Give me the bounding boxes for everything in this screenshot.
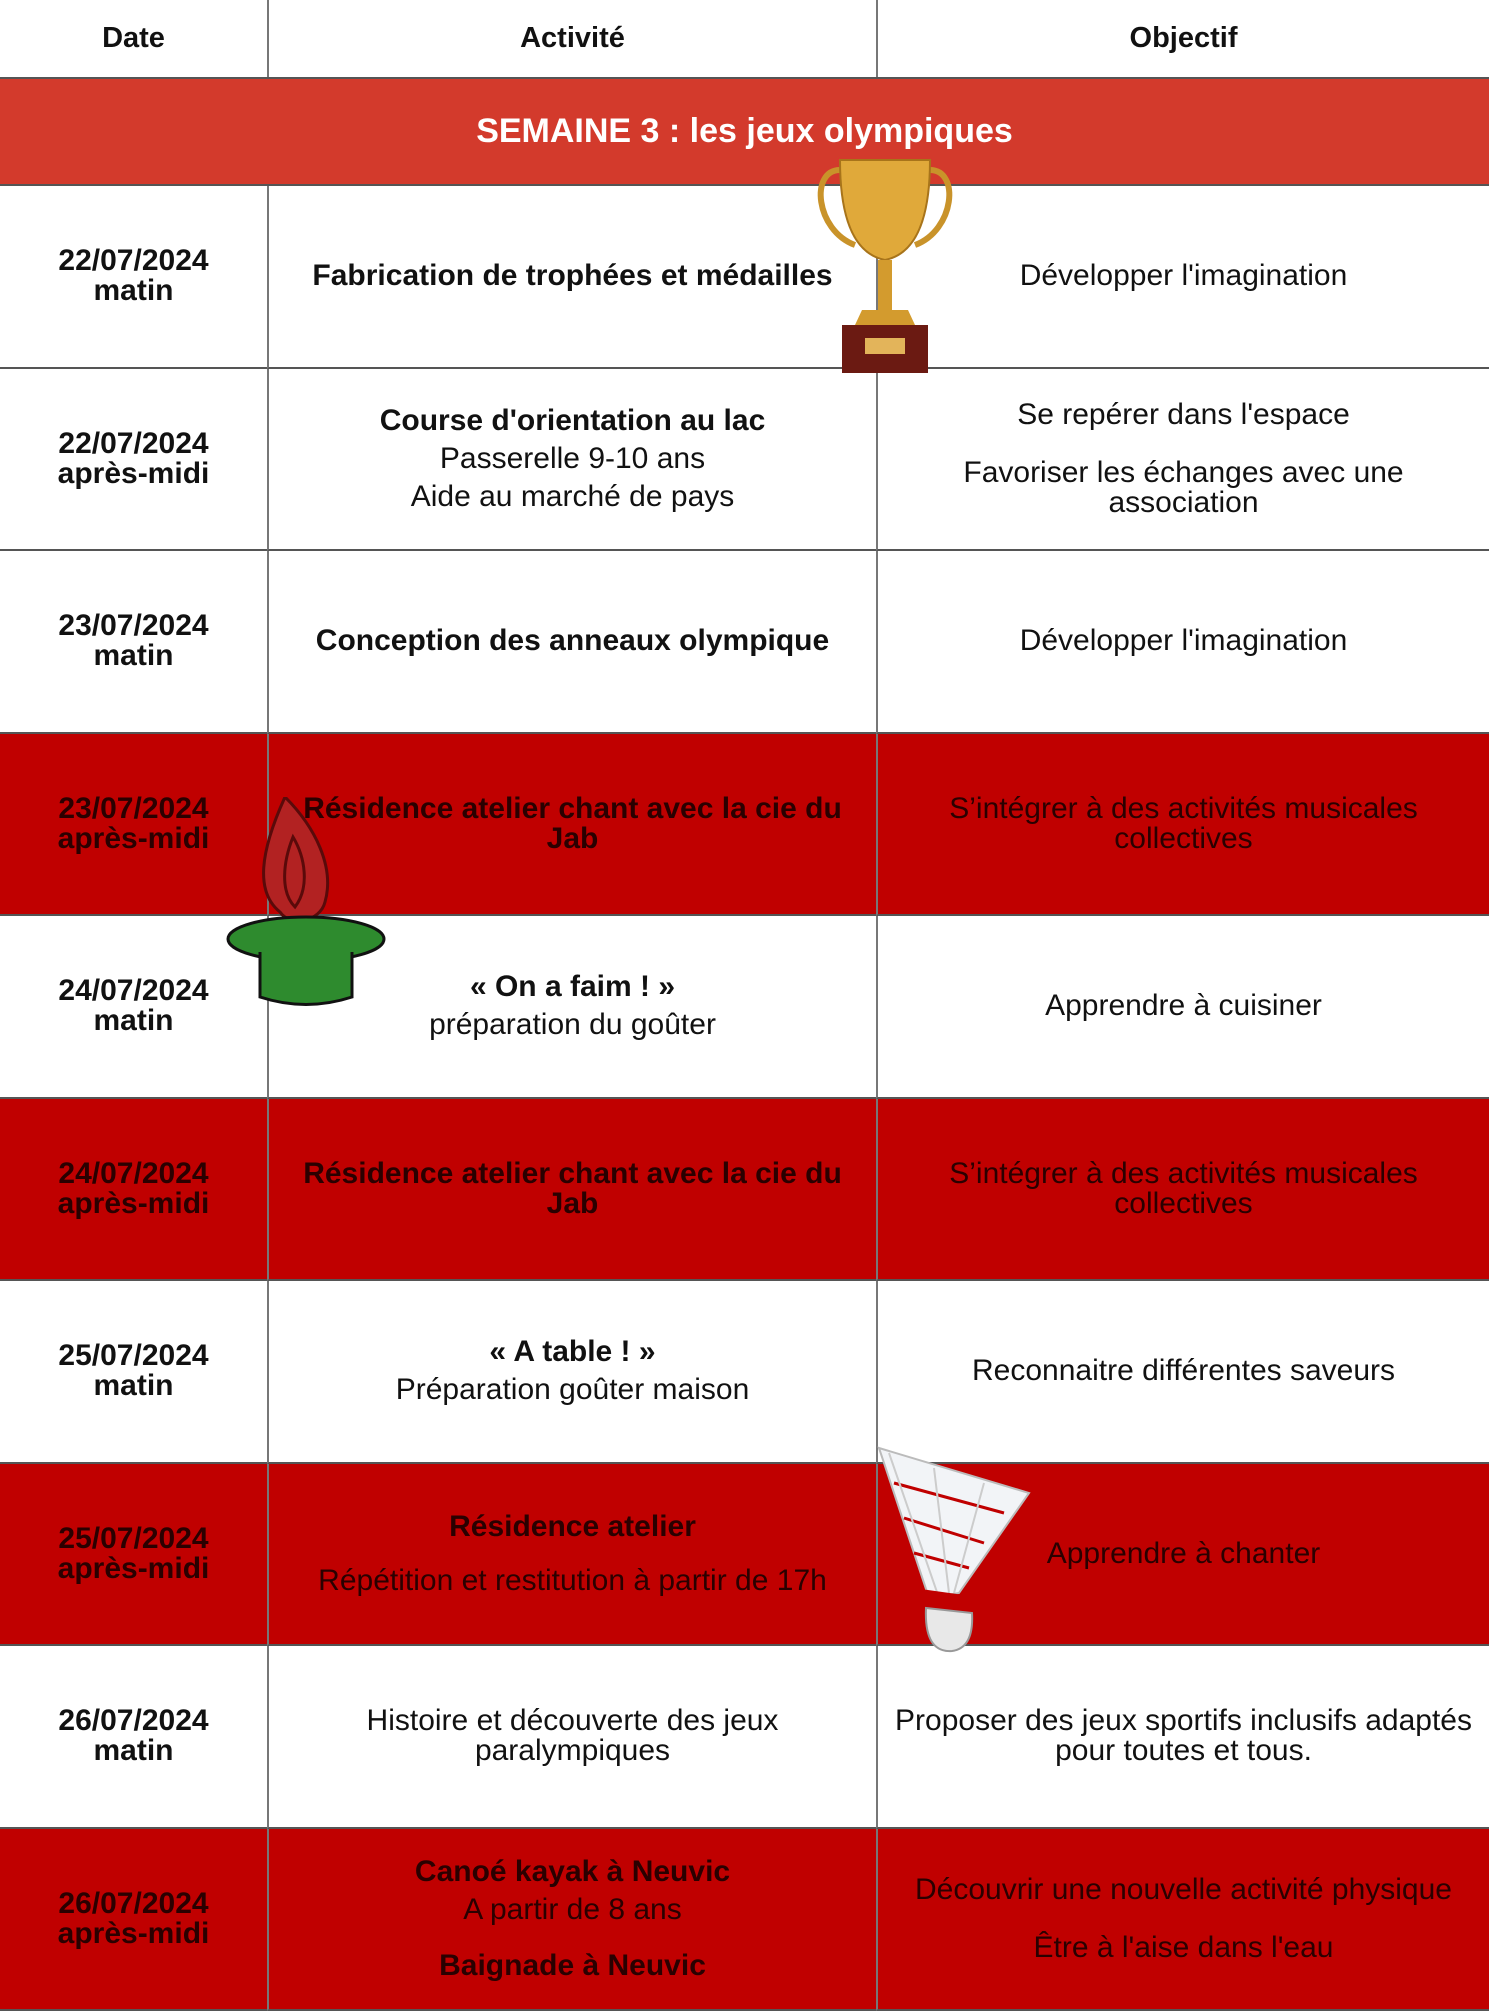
period: matin: [93, 274, 174, 308]
activity-cell: Course d'orientation au lac Passerelle 9-…: [267, 368, 876, 551]
date-cell: 26/07/2024 après-midi: [0, 1828, 267, 2011]
period: après-midi: [57, 1186, 210, 1220]
date-cell: 24/07/2024 matin: [0, 916, 267, 1099]
activity-line: Résidence atelier chant avec la cie du J…: [303, 791, 842, 855]
objective: Découvrir une nouvelle activité physique: [915, 1872, 1452, 1906]
objective-cell: S’intégrer à des activités musicales col…: [876, 733, 1489, 916]
activity-line: Canoé kayak à Neuvic: [414, 1854, 731, 1888]
date-cell: 23/07/2024 après-midi: [0, 733, 267, 916]
column-header: Activité: [267, 0, 876, 77]
objective-cell: Développer l'imagination: [876, 186, 1489, 369]
activity-line: Histoire et découverte des jeux paralymp…: [366, 1704, 779, 1768]
objective: Développer l'imagination: [1019, 624, 1348, 658]
date-cell: 25/07/2024 matin: [0, 1281, 267, 1464]
objective: S’intégrer à des activités musicales col…: [949, 1156, 1418, 1220]
date-cell: 23/07/2024 matin: [0, 551, 267, 734]
activity-line: préparation du goûter: [429, 1008, 716, 1042]
activity-line: « A table ! »: [489, 1335, 656, 1369]
activity-line: Aide au marché de pays: [410, 479, 735, 513]
activity-line: Conception des anneaux olympique: [315, 624, 830, 658]
date-cell: 22/07/2024 matin: [0, 186, 267, 369]
activity-line: Préparation goûter maison: [395, 1373, 750, 1407]
date: 22/07/2024: [58, 244, 209, 278]
activity-cell: Résidence atelier Répétition et restituti…: [267, 1463, 876, 1646]
date-cell: 25/07/2024 après-midi: [0, 1463, 267, 1646]
period: matin: [93, 1734, 174, 1768]
objective-cell: Se repérer dans l'espace Favoriser les éc…: [876, 368, 1489, 551]
objective-cell: S’intégrer à des activités musicales col…: [876, 1098, 1489, 1281]
period: matin: [93, 639, 174, 673]
activity-cell: Résidence atelier chant avec la cie du J…: [267, 1098, 876, 1281]
date: 26/07/2024: [58, 1886, 209, 1920]
trophy-icon: [817, 159, 953, 373]
activity-line: Baignade à Neuvic: [439, 1948, 706, 1982]
activity-cell: Conception des anneaux olympique: [267, 551, 876, 734]
objective-cell: Reconnaitre différentes saveurs: [876, 1281, 1489, 1464]
column-header: Date: [102, 22, 165, 54]
activity-cell: Histoire et découverte des jeux paralymp…: [267, 1646, 876, 1829]
activity-line: Passerelle 9-10 ans: [439, 441, 706, 475]
activity-cell: « A table ! » Préparation goûter maison: [267, 1281, 876, 1464]
shuttlecock-icon: [877, 1446, 1031, 1653]
period: après-midi: [57, 456, 210, 490]
date: 22/07/2024: [58, 426, 209, 460]
objective-cell: Développer l'imagination: [876, 551, 1489, 734]
objective: Développer l'imagination: [1019, 259, 1348, 293]
date: 23/07/2024: [58, 791, 209, 825]
date: 25/07/2024: [58, 1339, 209, 1373]
period: après-midi: [57, 1551, 210, 1585]
period: matin: [93, 1369, 174, 1403]
objective: Apprendre à chanter: [1046, 1536, 1321, 1570]
objective: Être à l'aise dans l'eau: [1033, 1930, 1334, 1964]
objective: Proposer des jeux sportifs inclusifs ada…: [895, 1704, 1472, 1768]
objective: Apprendre à cuisiner: [1045, 989, 1322, 1023]
date-cell: 22/07/2024 après-midi: [0, 369, 267, 551]
objective-cell: Proposer des jeux sportifs inclusifs ada…: [876, 1646, 1489, 1829]
activity-line: Fabrication de trophées et médailles: [312, 259, 833, 293]
activity-line: Course d'orientation au lac: [379, 403, 766, 437]
date-cell: 26/07/2024 matin: [0, 1646, 267, 1829]
torch-icon: [226, 797, 386, 1006]
objective: Reconnaitre différentes saveurs: [971, 1354, 1396, 1388]
date-cell: 24/07/2024 après-midi: [0, 1098, 267, 1281]
date: 25/07/2024: [58, 1521, 209, 1555]
activity-line: Résidence atelier chant avec la cie du J…: [303, 1156, 842, 1220]
activity-cell: Résidence atelier chant avec la cie du J…: [267, 733, 876, 916]
activity-cell: Fabrication de trophées et médailles: [267, 186, 876, 369]
period: matin: [93, 1004, 174, 1038]
column-header: Objectif: [876, 0, 1489, 77]
period: après-midi: [57, 1916, 210, 1950]
objective: Se repérer dans l'espace: [1017, 397, 1350, 431]
objective-cell: Apprendre à cuisiner: [876, 916, 1489, 1099]
activity-line: A partir de 8 ans: [463, 1892, 682, 1926]
date: 26/07/2024: [58, 1704, 209, 1738]
activity-line: « On a faim ! »: [469, 970, 676, 1004]
date: 24/07/2024: [58, 974, 209, 1008]
week-banner: SEMAINE 3 : les jeux olympiques: [0, 77, 1489, 186]
activity-line: Résidence atelier: [449, 1509, 696, 1543]
period: après-midi: [57, 821, 210, 855]
objective-cell: Découvrir une nouvelle activité physique…: [876, 1828, 1489, 2011]
activity-cell: Canoé kayak à Neuvic A partir de 8 ans Bai…: [267, 1828, 876, 2011]
objective: S’intégrer à des activités musicales col…: [949, 791, 1418, 855]
date: 23/07/2024: [58, 609, 209, 643]
activity-line: Répétition et restitution à partir de 17…: [318, 1563, 827, 1597]
objective: Favoriser les échanges avec une associat…: [963, 455, 1404, 519]
activity-cell: « On a faim ! » préparation du goûter: [267, 916, 876, 1099]
date: 24/07/2024: [58, 1156, 209, 1190]
